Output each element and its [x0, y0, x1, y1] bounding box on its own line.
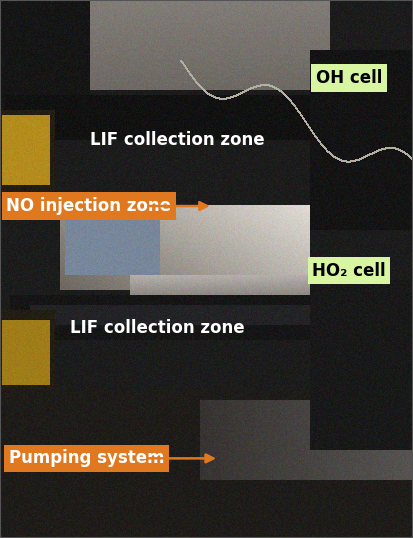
Text: LIF collection zone: LIF collection zone	[70, 319, 244, 337]
Text: OH cell: OH cell	[316, 69, 382, 87]
Text: LIF collection zone: LIF collection zone	[90, 131, 265, 149]
Text: HO₂ cell: HO₂ cell	[312, 261, 386, 280]
Text: Pumping system: Pumping system	[9, 449, 164, 468]
Text: NO injection zone: NO injection zone	[6, 197, 171, 215]
